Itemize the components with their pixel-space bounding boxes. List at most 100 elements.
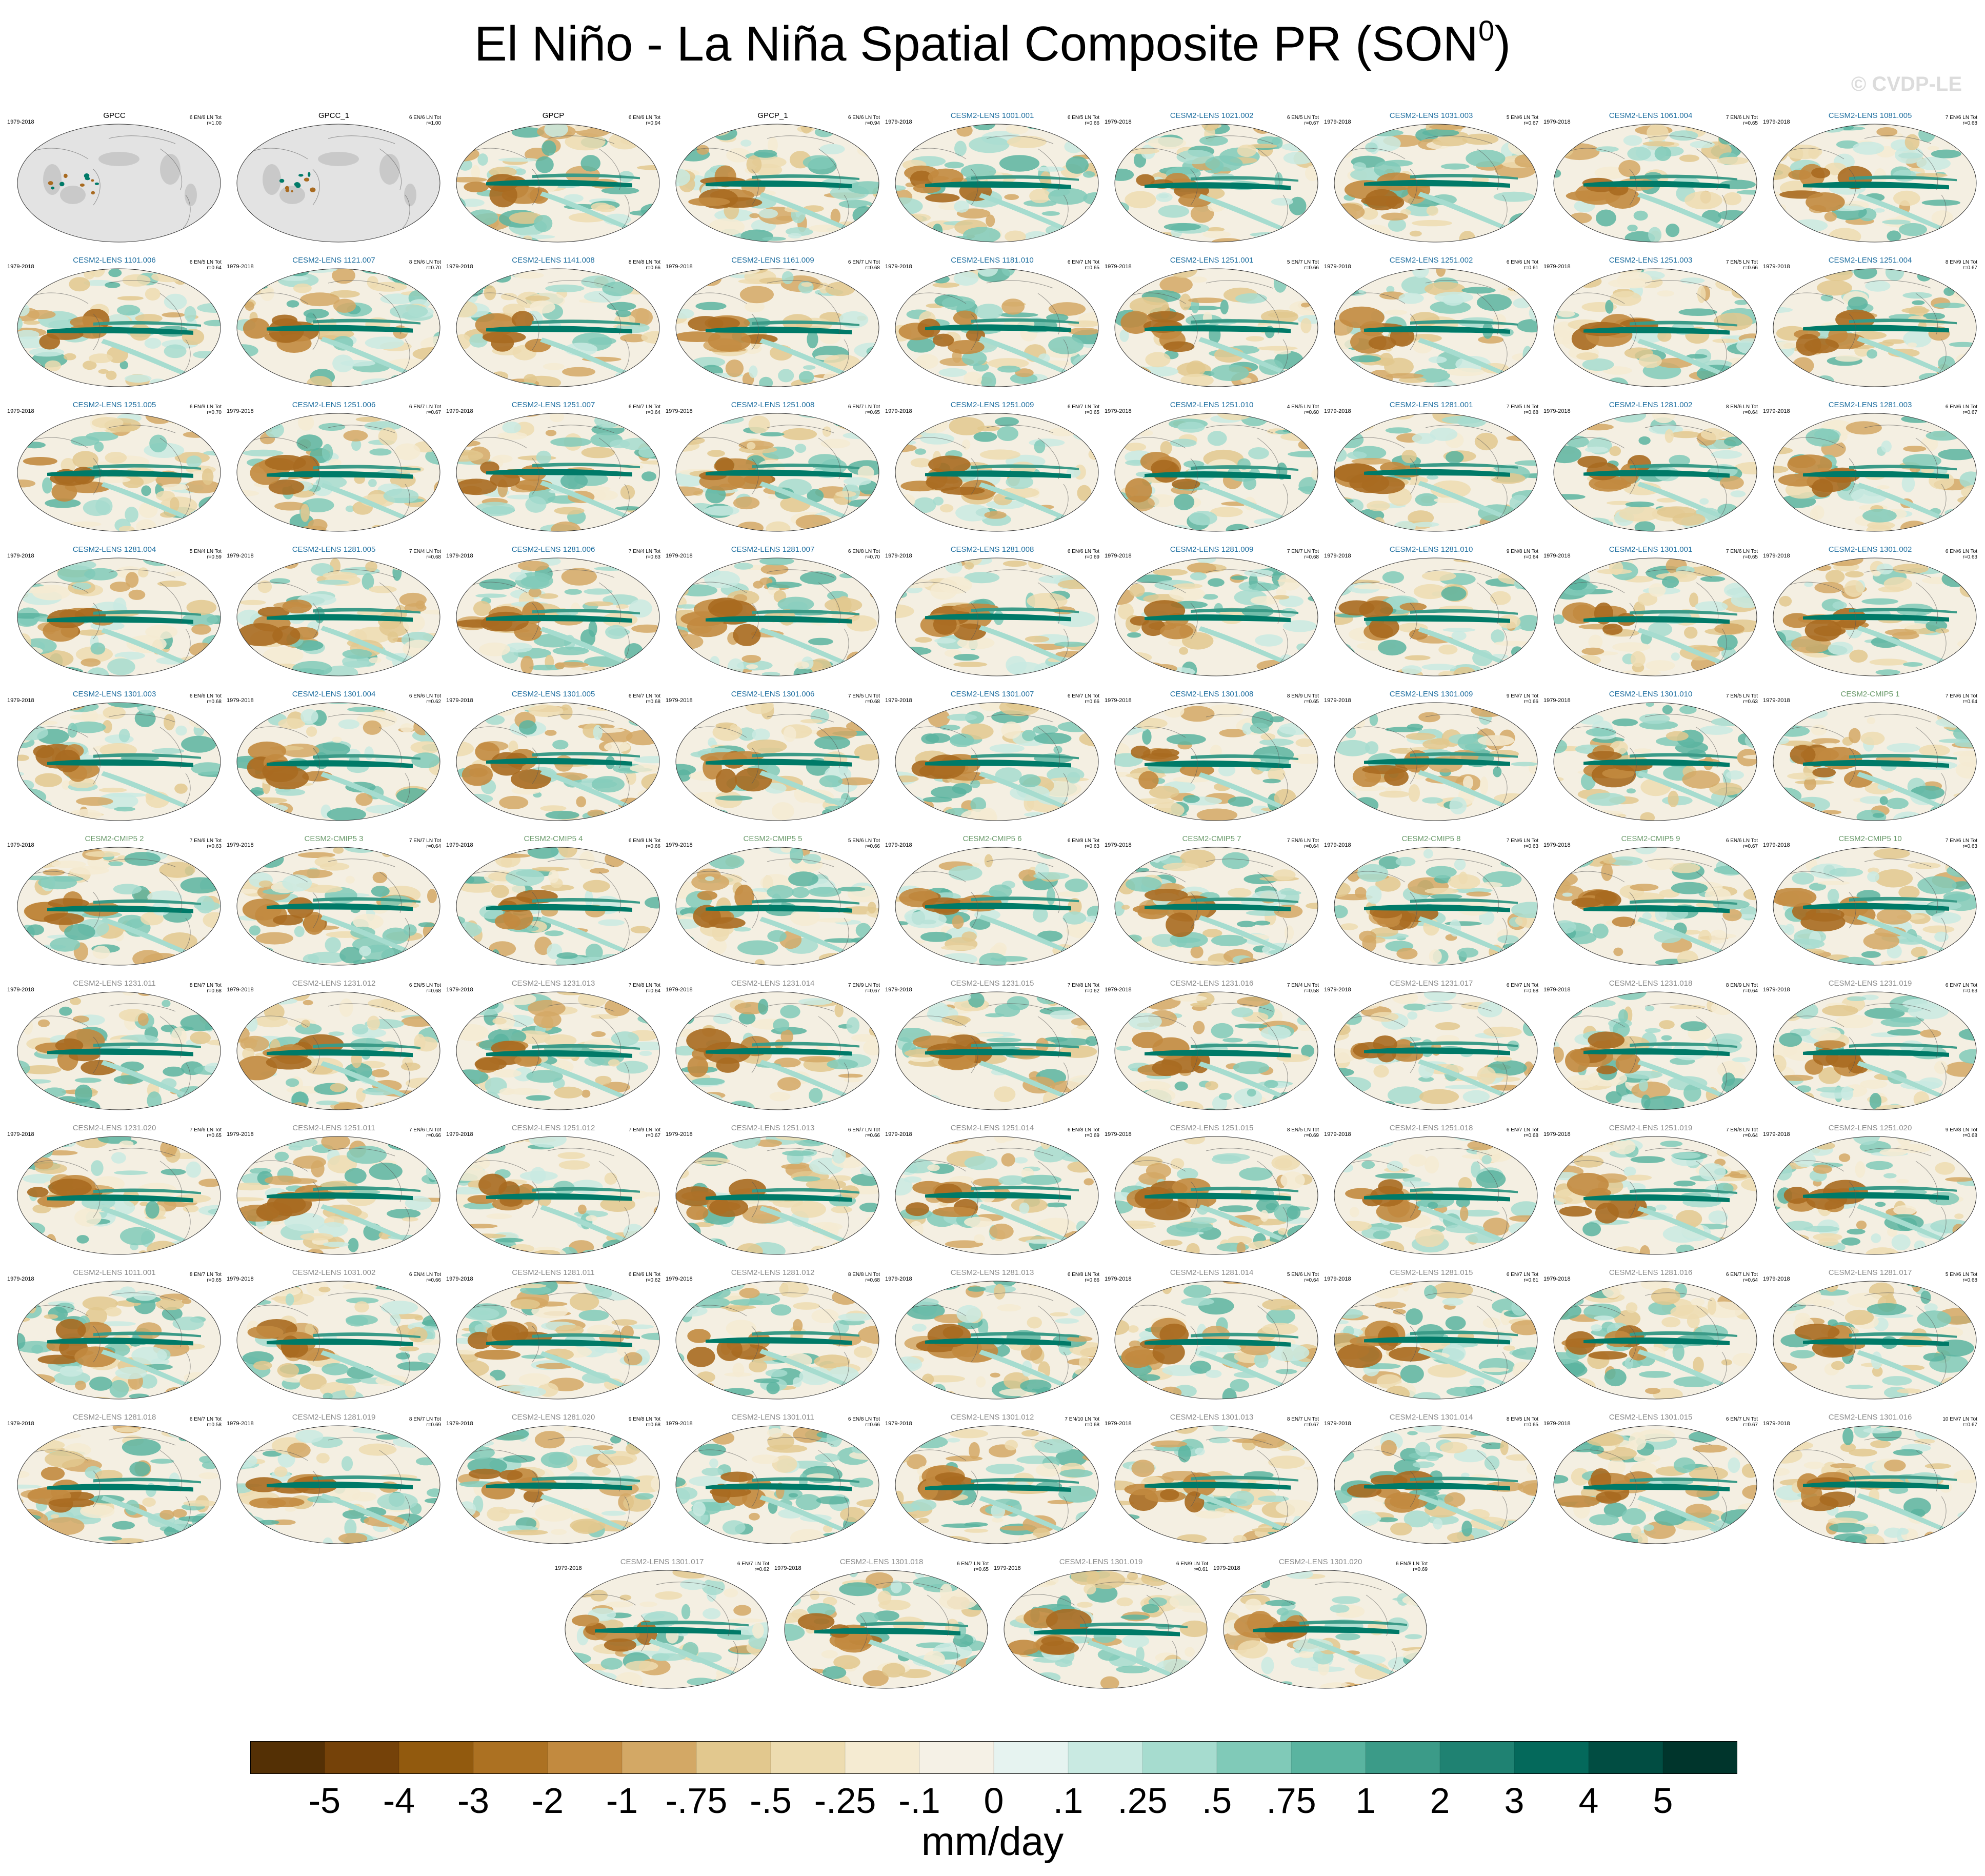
globe-map: [17, 847, 221, 966]
pattern-correlation: r=0.68: [1523, 410, 1538, 415]
panel-title: GPCP: [542, 111, 565, 120]
panel-title: CESM2-LENS 1251.011: [292, 1124, 375, 1132]
map-panel: CESM2-LENS 1281.012 1979-2018 8 EN/8 LN To…: [666, 1268, 880, 1405]
panel-stats: 6 EN/7 LN Tot r=0.68: [848, 260, 880, 271]
map-panel: CESM2-LENS 1251.015 1979-2018 8 EN/5 LN To…: [1105, 1124, 1319, 1261]
pattern-correlation: r=0.67: [1962, 1422, 1977, 1428]
map-panel: CESM2-LENS 1301.010 1979-2018 7 EN/5 LN To…: [1543, 690, 1758, 827]
map-panel: CESM2-LENS 1251.005 1979-2018 6 EN/9 LN To…: [7, 401, 222, 537]
panel-period: 1979-2018: [7, 987, 34, 993]
globe-map: [1334, 268, 1538, 387]
event-counts: 8 EN/7 LN Tot: [189, 1272, 222, 1278]
pattern-correlation: r=0.70: [426, 265, 441, 271]
panel-stats: 6 EN/7 LN Tot r=0.63: [1946, 983, 1977, 994]
colorbar-frame: [250, 1741, 1737, 1774]
event-counts: 6 EN/7 LN Tot: [1726, 1416, 1758, 1422]
event-counts: 5 EN/6 LN Tot: [1945, 1272, 1977, 1278]
panel-stats: 6 EN/5 LN Tot r=0.67: [1287, 115, 1319, 126]
pattern-correlation: r=0.68: [207, 988, 222, 994]
panel-period: 1979-2018: [885, 842, 912, 848]
globe-map: [1114, 1425, 1318, 1544]
event-counts: 6 EN/8 LN Tot: [848, 1416, 880, 1422]
panel-title: CESM2-LENS 1251.010: [1170, 401, 1254, 409]
panel-title: CESM2-LENS 1231.011: [73, 979, 156, 988]
pattern-correlation: r=0.66: [1743, 265, 1758, 271]
panel-period: 1979-2018: [1763, 1276, 1790, 1282]
event-counts: 7 EN/9 LN Tot: [848, 983, 880, 988]
panel-period: 1979-2018: [446, 264, 473, 270]
panel-stats: 7 EN/6 LN Tot r=0.63: [1507, 838, 1538, 849]
globe-map: [236, 1136, 440, 1255]
panel-period: 1979-2018: [1543, 119, 1571, 125]
panel-period: 1979-2018: [1763, 1421, 1790, 1427]
panel-period: 1979-2018: [885, 1421, 912, 1427]
globe-map: [895, 268, 1099, 387]
panel-period: 1979-2018: [227, 842, 254, 848]
map-panel: CESM2-LENS 1231.013 1979-2018 7 EN/8 LN To…: [446, 980, 660, 1116]
pattern-correlation: r=0.68: [865, 699, 880, 705]
panel-period: 1979-2018: [1763, 119, 1790, 125]
panel-stats: 7 EN/8 LN Tot r=0.62: [1068, 983, 1099, 994]
map-panel: CESM2-LENS 1281.009 1979-2018 7 EN/7 LN To…: [1105, 546, 1319, 682]
panel-period: 1979-2018: [1324, 119, 1351, 125]
event-counts: 6 EN/6 LN Tot: [189, 693, 222, 699]
panel-stats: 6 EN/8 LN Tot r=0.69: [1396, 1561, 1428, 1572]
globe-map: [456, 1281, 660, 1400]
panel-period: 1979-2018: [1763, 553, 1790, 559]
panel-period: 1979-2018: [7, 1131, 34, 1137]
globe-map: [895, 1136, 1099, 1255]
globe-map: [675, 268, 879, 387]
globe-map: [1773, 124, 1977, 243]
map-panel: CESM2-LENS 1251.008 1979-2018 6 EN/7 LN To…: [666, 401, 880, 537]
globe-map: [1773, 1281, 1977, 1400]
panel-stats: 6 EN/7 LN Tot r=0.68: [629, 693, 660, 705]
pattern-correlation: r=0.68: [646, 699, 660, 705]
panel-title: CESM2-LENS 1251.020: [1828, 1124, 1912, 1132]
panel-title: GPCC: [103, 111, 126, 120]
event-counts: 8 EN/6 LN Tot: [409, 260, 441, 265]
panel-stats: 6 EN/8 LN Tot r=0.69: [1068, 1127, 1099, 1139]
event-counts: 9 EN/8 LN Tot: [628, 1416, 660, 1422]
colorbar-segment: [696, 1741, 771, 1774]
globe-map: [456, 124, 660, 243]
panel-period: 1979-2018: [666, 553, 693, 559]
map-panel: CESM2-LENS 1231.011 1979-2018 8 EN/7 LN To…: [7, 979, 222, 1116]
map-panel: CESM2-LENS 1301.007 1979-2018 6 EN/7 LN To…: [885, 690, 1099, 827]
event-counts: 6 EN/6 LN Tot: [1945, 404, 1977, 410]
panel-title: CESM2-LENS 1301.007: [950, 690, 1034, 698]
globe-map: [456, 991, 660, 1110]
globe-map: [17, 1136, 221, 1255]
panel-stats: 6 EN/7 LN Tot r=0.62: [737, 1561, 769, 1572]
pattern-correlation: r=0.62: [426, 699, 441, 705]
globe-map: [1553, 1136, 1757, 1255]
panel-title: CESM2-LENS 1001.001: [950, 111, 1034, 120]
panel-title: CESM2-LENS 1021.002: [1170, 111, 1254, 120]
map-panel: CESM2-LENS 1141.008 1979-2018 8 EN/8 LN To…: [446, 256, 660, 393]
panel-stats: 6 EN/7 LN Tot r=0.67: [409, 404, 441, 415]
pattern-correlation: r=0.58: [207, 1422, 222, 1428]
panel-title: CESM2-CMIP5 6: [963, 834, 1022, 843]
panel-title: CESM2-LENS 1281.012: [731, 1268, 815, 1277]
panel-period: 1979-2018: [1105, 697, 1132, 704]
panel-stats: 6 EN/6 LN Tot r=0.62: [409, 693, 441, 705]
colorbar-segment: [622, 1741, 697, 1774]
event-counts: 7 EN/6 LN Tot: [189, 838, 222, 844]
globe-map: [1223, 1570, 1427, 1689]
pattern-correlation: r=0.65: [974, 1567, 989, 1572]
panel-title: CESM2-LENS 1251.008: [731, 401, 815, 409]
map-panel: CESM2-LENS 1251.006 1979-2018 6 EN/7 LN To…: [227, 401, 441, 537]
globe-map: [895, 991, 1099, 1110]
globe-map: [236, 413, 440, 532]
globe-map: [456, 557, 660, 676]
panel-period: 1979-2018: [227, 553, 254, 559]
colorbar-segment: [1589, 1741, 1663, 1774]
panel-stats: 5 EN/6 LN Tot r=0.68: [1946, 1272, 1977, 1283]
globe-map: [895, 847, 1099, 966]
event-counts: 6 EN/7 LN Tot: [848, 404, 880, 410]
map-panel: CESM2-LENS 1301.013 1979-2018 8 EN/7 LN To…: [1105, 1413, 1319, 1550]
globe-map: [236, 702, 440, 821]
map-panel: CESM2-LENS 1251.009 1979-2018 6 EN/7 LN To…: [885, 401, 1099, 537]
map-panel: CESM2-LENS 1301.001 1979-2018 7 EN/6 LN To…: [1543, 546, 1758, 682]
pattern-correlation: r=0.69: [1085, 554, 1099, 560]
colorbar-segment: [771, 1741, 846, 1774]
